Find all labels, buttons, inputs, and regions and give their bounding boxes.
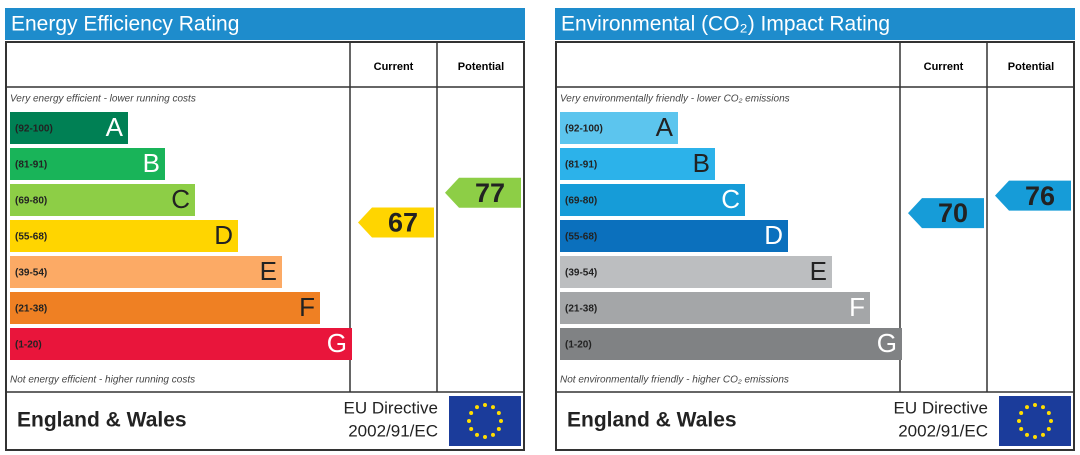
band [10,112,128,144]
band [10,256,282,288]
eu-star [499,419,503,423]
band-letter: B [693,148,710,178]
band-letter: D [764,220,783,250]
band [560,112,678,144]
column-header: Potential [458,61,504,73]
band-range: (69-80) [565,196,597,207]
band-letter: E [810,256,827,286]
band-letter: B [143,148,160,178]
band-letter: F [849,292,865,322]
eu-star [1019,427,1024,431]
rating-value: 67 [388,208,418,238]
title-bar [555,8,1075,40]
band [560,256,832,288]
eu-star [1025,405,1029,410]
eu-star [491,405,495,410]
eu-star [475,405,479,410]
eu-star [483,435,487,439]
directive: EU Directive [344,398,438,417]
band [560,292,870,324]
top-note: Very environmentally friendly - lower CO… [560,94,790,105]
eu-star [1019,411,1024,415]
band-letter: C [721,184,740,214]
band-range: (39-54) [565,268,597,279]
rating-arrow [445,177,521,208]
band [10,328,352,360]
eu-star [1025,432,1029,437]
column-header: Current [924,61,964,73]
band-range: (1-20) [15,340,42,351]
directive: EU Directive [894,398,988,417]
eu-star [496,411,501,415]
band-range: (55-68) [565,232,597,243]
panel-title: Energy Efficiency Rating [11,13,239,36]
band-range: (81-91) [15,160,47,171]
eu-star [1041,432,1045,437]
eu-star [469,411,474,415]
rating-arrow [908,198,984,229]
directive: 2002/91/EC [898,421,988,440]
eu-star [1033,403,1037,407]
band-range: (69-80) [15,196,47,207]
region: England & Wales [17,409,187,432]
bottom-note: Not environmentally friendly - higher CO… [560,375,789,386]
band-range: (81-91) [565,160,597,171]
band-range: (39-54) [15,268,47,279]
column-header: Current [374,61,414,73]
band-letter: A [106,112,124,142]
rating-arrow [995,180,1071,211]
band [560,184,745,216]
band-range: (21-38) [15,304,47,315]
rating-value: 76 [1025,181,1055,211]
band-range: (92-100) [15,124,53,135]
eu-star [1017,419,1021,423]
panel-frame [5,41,525,451]
eu-star [1033,435,1037,439]
panel-title: Environmental (CO₂) Impact Rating [561,13,890,36]
band-range: (55-68) [15,232,47,243]
rating-value: 77 [475,178,505,208]
band-range: (1-20) [565,340,592,351]
eu-star [1046,411,1051,415]
band [10,184,195,216]
band-range: (92-100) [565,124,603,135]
band-letter: C [171,184,190,214]
band [560,220,788,252]
top-note: Very energy efficient - lower running co… [10,94,196,105]
eu-star [1041,405,1045,410]
band-range: (21-38) [565,304,597,315]
band [10,148,165,180]
region: England & Wales [567,409,737,432]
eu-star [483,403,487,407]
band-letter: E [260,256,277,286]
band-letter: A [656,112,674,142]
panel-frame [555,41,1075,451]
band [560,328,902,360]
rating-value: 70 [938,198,968,228]
band-letter: G [877,328,897,358]
band-letter: F [299,292,315,322]
eu-star [496,427,501,431]
title-bar [5,8,525,40]
eu-star [1046,427,1051,431]
eu-star [491,432,495,437]
eu-star [467,419,471,423]
eu-star [475,432,479,437]
bottom-note: Not energy efficient - higher running co… [10,375,195,386]
eu-star [1049,419,1053,423]
column-header: Potential [1008,61,1054,73]
band-letter: G [327,328,347,358]
band-letter: D [214,220,233,250]
rating-arrow [358,207,434,238]
band [560,148,715,180]
band [10,220,238,252]
eu-star [469,427,474,431]
directive: 2002/91/EC [348,421,438,440]
band [10,292,320,324]
